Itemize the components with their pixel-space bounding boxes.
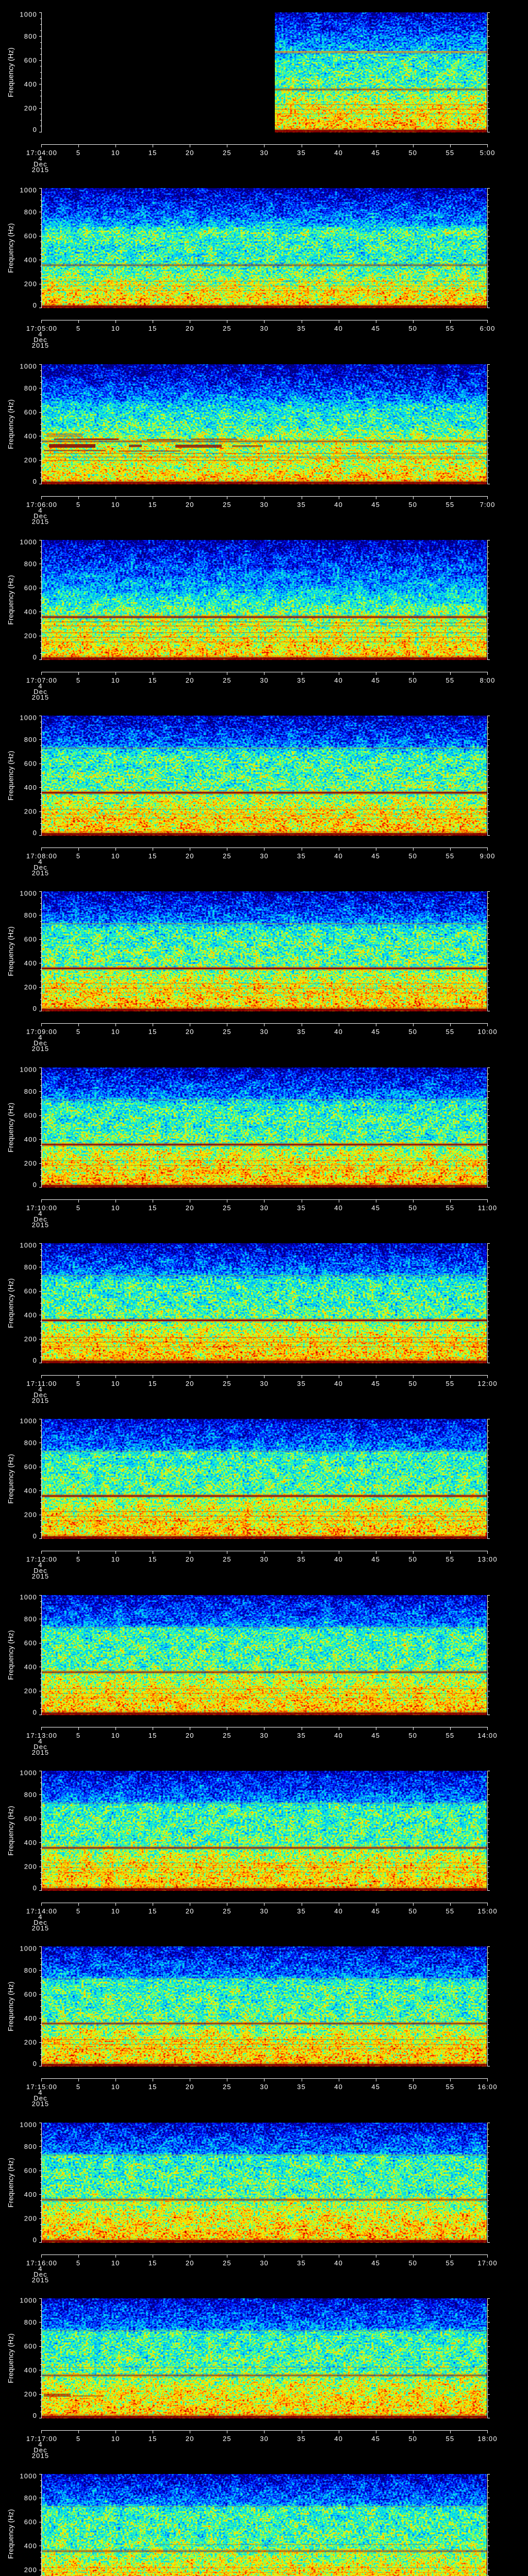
svg-text:17:14:00: 17:14:00 xyxy=(26,1907,57,1915)
svg-text:10:00: 10:00 xyxy=(477,1028,498,1036)
svg-text:12:00: 12:00 xyxy=(477,1380,498,1387)
svg-text:17:12:00: 17:12:00 xyxy=(26,1555,57,1563)
svg-text:17:13:00: 17:13:00 xyxy=(26,1732,57,1739)
svg-text:14:00: 14:00 xyxy=(477,1732,498,1739)
svg-text:15:00: 15:00 xyxy=(477,1907,498,1915)
svg-text:17:10:00: 17:10:00 xyxy=(26,1204,57,1212)
svg-text:17:05:00: 17:05:00 xyxy=(26,325,57,332)
svg-text:17:07:00: 17:07:00 xyxy=(26,676,57,684)
svg-text:17:00: 17:00 xyxy=(477,2259,498,2267)
svg-text:5:00: 5:00 xyxy=(480,149,495,157)
svg-text:9:00: 9:00 xyxy=(480,852,495,860)
svg-text:16:00: 16:00 xyxy=(477,2083,498,2091)
svg-text:8:00: 8:00 xyxy=(480,676,495,684)
svg-text:17:09:00: 17:09:00 xyxy=(26,1028,57,1036)
svg-text:13:00: 13:00 xyxy=(477,1555,498,1563)
svg-text:6:00: 6:00 xyxy=(480,325,495,332)
svg-text:18:00: 18:00 xyxy=(477,2435,498,2443)
svg-text:17:11:00: 17:11:00 xyxy=(26,1380,57,1387)
svg-text:17:15:00: 17:15:00 xyxy=(26,2083,57,2091)
svg-text:17:17:00: 17:17:00 xyxy=(26,2435,57,2443)
svg-text:17:08:00: 17:08:00 xyxy=(26,852,57,860)
svg-text:7:00: 7:00 xyxy=(480,501,495,509)
svg-text:17:06:00: 17:06:00 xyxy=(26,501,57,509)
svg-text:17:04:00: 17:04:00 xyxy=(26,149,57,157)
svg-text:11:00: 11:00 xyxy=(478,1204,498,1212)
svg-text:17:16:00: 17:16:00 xyxy=(26,2259,57,2267)
